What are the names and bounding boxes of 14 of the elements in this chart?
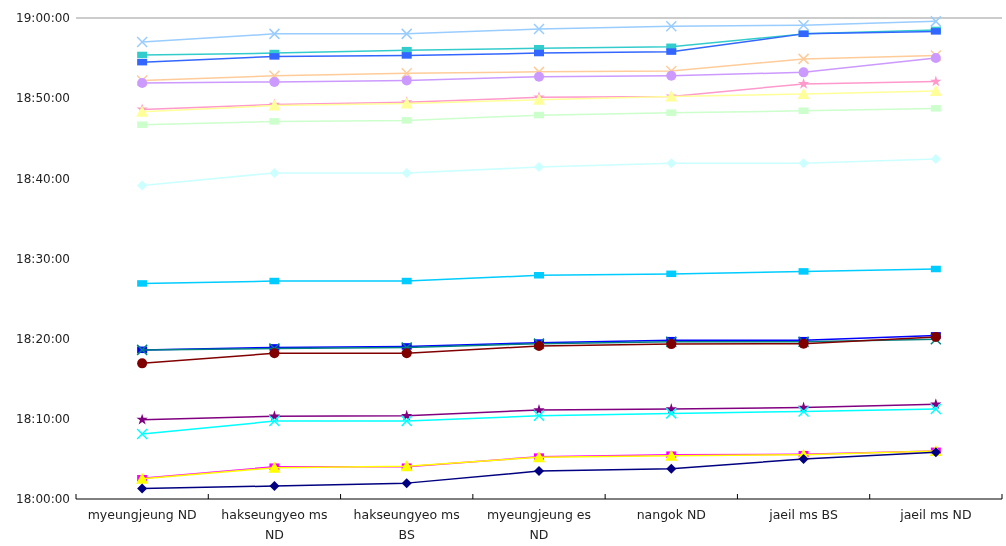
- y-tick-label: 18:40:00: [16, 171, 70, 186]
- y-tick-label: 18:20:00: [16, 331, 70, 346]
- x-tick-label: jaeil ms BS: [768, 507, 838, 522]
- x-tick-label: hakseungyeo ms ND: [221, 507, 328, 542]
- x-tick-label: myeungjeung ND: [87, 507, 197, 522]
- y-tick-label: 18:50:00: [16, 91, 70, 106]
- y-tick-label: 18:30:00: [16, 251, 70, 266]
- y-tick-label: 18:10:00: [16, 412, 70, 427]
- x-tick-label: hakseungyeo ms BS: [353, 507, 460, 542]
- x-tick-label: myeungjeung es ND: [486, 507, 592, 542]
- y-tick-label: 19:00:00: [16, 11, 70, 26]
- y-tick-label: 18:00:00: [16, 492, 70, 507]
- x-tick-label: nangok ND: [636, 507, 706, 522]
- x-tick-label: jaeil ms ND: [899, 507, 972, 522]
